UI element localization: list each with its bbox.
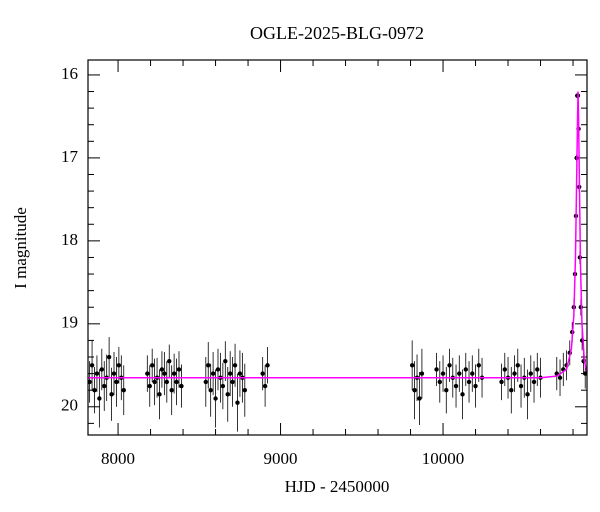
data-point [171, 371, 177, 376]
data-point [97, 396, 102, 401]
y-tick-label: 17 [61, 147, 79, 166]
data-point [535, 367, 540, 372]
model-line [88, 91, 588, 379]
data-point [145, 371, 150, 376]
y-tick-label: 18 [61, 230, 78, 249]
data-point [111, 371, 117, 376]
data-point [149, 363, 155, 368]
data-point [447, 363, 452, 368]
data-point [460, 392, 465, 397]
data-point [457, 371, 462, 376]
data-point [169, 387, 174, 393]
data-point [463, 367, 468, 372]
data-point [89, 363, 95, 368]
data-point [162, 371, 167, 376]
data-point [528, 371, 533, 376]
data-point [208, 387, 213, 393]
data-point [174, 379, 179, 385]
data-point [502, 367, 507, 372]
data-point [262, 383, 268, 389]
data-point [260, 371, 265, 376]
data-point [121, 387, 126, 393]
data-point [453, 383, 459, 389]
data-point [235, 400, 240, 405]
data-point [116, 363, 122, 368]
data-point [99, 367, 105, 372]
data-point [152, 379, 157, 385]
data-point [444, 387, 449, 393]
data-point [265, 363, 270, 368]
data-point [531, 379, 537, 385]
data-point [213, 396, 218, 401]
data-point [106, 354, 112, 360]
y-tick-label: 20 [61, 396, 78, 415]
y-tick-label: 19 [61, 313, 78, 332]
chart-title: OGLE-2025-BLG-0972 [250, 23, 424, 43]
data-point [94, 371, 100, 376]
data-point [512, 371, 517, 376]
data-point [242, 387, 248, 393]
data-point [203, 379, 209, 385]
data-point [417, 396, 422, 401]
data-point [437, 379, 442, 385]
data-point [466, 379, 472, 385]
data-point [583, 371, 588, 376]
data-point [515, 363, 520, 368]
data-point [499, 379, 504, 385]
data-point [412, 387, 417, 393]
data-point [109, 392, 114, 397]
x-tick-label: 9000 [264, 449, 298, 468]
x-axis-label: HJD - 2450000 [285, 477, 390, 496]
data-point [227, 371, 233, 376]
data-point [232, 363, 238, 368]
data-point [167, 358, 172, 364]
data-point [157, 392, 162, 397]
data-point [206, 363, 211, 368]
x-tick-label: 8000 [101, 449, 135, 468]
data-point [210, 371, 216, 376]
x-tick-label: 10000 [422, 449, 465, 468]
data-point [476, 363, 481, 368]
data-point [525, 392, 530, 397]
data-point [557, 375, 563, 380]
data-point [434, 367, 439, 372]
plot-area [87, 91, 588, 432]
data-point [102, 383, 107, 389]
data-point [473, 383, 478, 389]
data-point [164, 379, 170, 385]
data-point [470, 371, 475, 376]
data-point [230, 379, 235, 385]
data-point [114, 379, 119, 385]
data-point [215, 367, 221, 372]
data-point [419, 371, 425, 376]
y-axis-label: I magnitude [11, 207, 30, 289]
data-point [409, 363, 415, 368]
data-point [440, 371, 446, 376]
data-point [518, 383, 524, 389]
data-point [147, 383, 152, 389]
data-point [223, 358, 228, 364]
data-point [159, 367, 165, 372]
data-point [220, 383, 226, 389]
data-point [237, 371, 243, 376]
plot-frame [87, 59, 588, 436]
data-point [509, 387, 514, 393]
y-tick-label: 16 [61, 64, 78, 83]
data-point [176, 367, 182, 372]
data-point [92, 387, 97, 393]
data-point [179, 383, 184, 389]
data-point [225, 392, 230, 397]
